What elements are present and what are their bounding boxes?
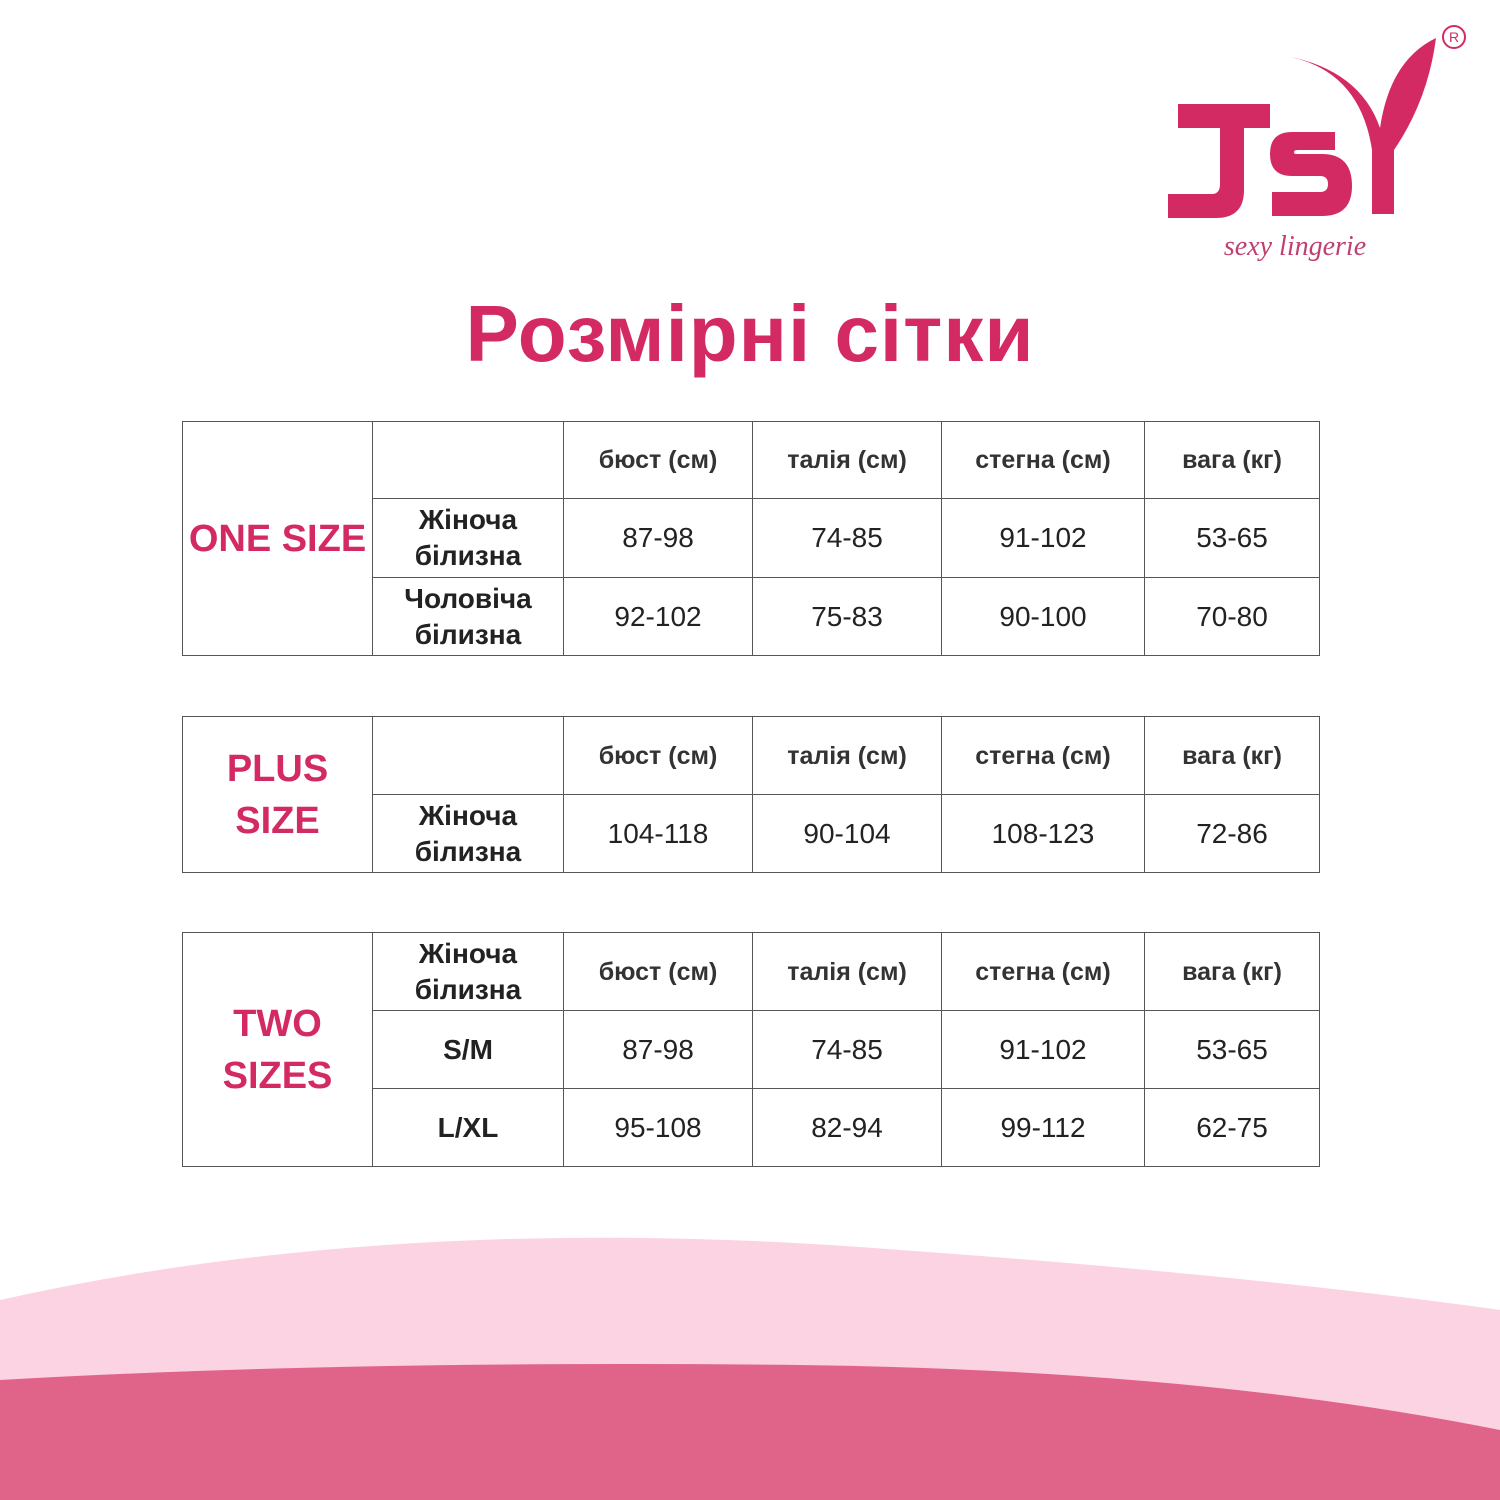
value-cell: 104-118 — [563, 794, 753, 873]
size-table-0: ONE SIZE бюст (см) талія (см) стегна (см) ва… — [182, 421, 1320, 656]
corner-cell: Жіноча білизна — [372, 932, 564, 1011]
size-label: ONE SIZE — [182, 421, 373, 656]
value-cell: 53-65 — [1144, 1010, 1320, 1089]
column-header: бюст (см) — [563, 932, 753, 1011]
column-header: вага (кг) — [1144, 716, 1320, 795]
value-cell: 87-98 — [563, 1010, 753, 1089]
column-header: бюст (см) — [563, 421, 753, 499]
value-cell: 108-123 — [941, 794, 1145, 873]
column-header: стегна (см) — [941, 716, 1145, 795]
size-label: TWO SIZES — [182, 932, 373, 1167]
registered-mark: R — [1449, 29, 1459, 45]
column-header: стегна (см) — [941, 421, 1145, 499]
column-header: стегна (см) — [941, 932, 1145, 1011]
value-cell: 90-104 — [752, 794, 942, 873]
value-cell: 87-98 — [563, 498, 753, 578]
row-label: L/XL — [372, 1088, 564, 1167]
size-table-2: TWO SIZES Жіноча білизна бюст (см) талія (с… — [182, 932, 1320, 1167]
value-cell: 53-65 — [1144, 498, 1320, 578]
value-cell: 72-86 — [1144, 794, 1320, 873]
column-header: талія (см) — [752, 421, 942, 499]
jsy-logo: R sexy lingerie — [1160, 20, 1480, 270]
row-label: Жіноча білизна — [372, 498, 564, 578]
value-cell: 95-108 — [563, 1088, 753, 1167]
value-cell: 82-94 — [752, 1088, 942, 1167]
value-cell: 62-75 — [1144, 1088, 1320, 1167]
value-cell: 74-85 — [752, 498, 942, 578]
corner-cell — [372, 421, 564, 499]
table-row: Жіноча білизна 104-118 90-104 108-123 72-86 — [183, 794, 1320, 873]
value-cell: 92-102 — [563, 577, 753, 656]
value-cell: 91-102 — [941, 498, 1145, 578]
size-table-1: PLUS SIZE бюст (см) талія (см) стегна (см) в… — [182, 716, 1320, 873]
column-header: вага (кг) — [1144, 421, 1320, 499]
column-header: вага (кг) — [1144, 932, 1320, 1011]
row-label: S/M — [372, 1010, 564, 1089]
value-cell: 99-112 — [941, 1088, 1145, 1167]
column-header: талія (см) — [752, 716, 942, 795]
logo-tagline: sexy lingerie — [1224, 231, 1366, 262]
column-header: талія (см) — [752, 932, 942, 1011]
table-row: S/M 87-98 74-85 91-102 53-65 — [183, 1010, 1320, 1089]
value-cell: 70-80 — [1144, 577, 1320, 656]
column-header: бюст (см) — [563, 716, 753, 795]
value-cell: 91-102 — [941, 1010, 1145, 1089]
page-title: Розмірні сітки — [465, 289, 1035, 378]
value-cell: 90-100 — [941, 577, 1145, 656]
table-row: Чоловіча білизна 92-102 75-83 90-100 70-80 — [183, 577, 1320, 656]
table-row: L/XL 95-108 82-94 99-112 62-75 — [183, 1088, 1320, 1167]
value-cell: 74-85 — [752, 1010, 942, 1089]
decorative-wave — [0, 1237, 1500, 1500]
size-label: PLUS SIZE — [182, 716, 373, 873]
value-cell: 75-83 — [752, 577, 942, 656]
corner-cell — [372, 716, 564, 795]
row-label: Жіноча білизна — [372, 794, 564, 873]
row-label: Чоловіча білизна — [372, 577, 564, 656]
